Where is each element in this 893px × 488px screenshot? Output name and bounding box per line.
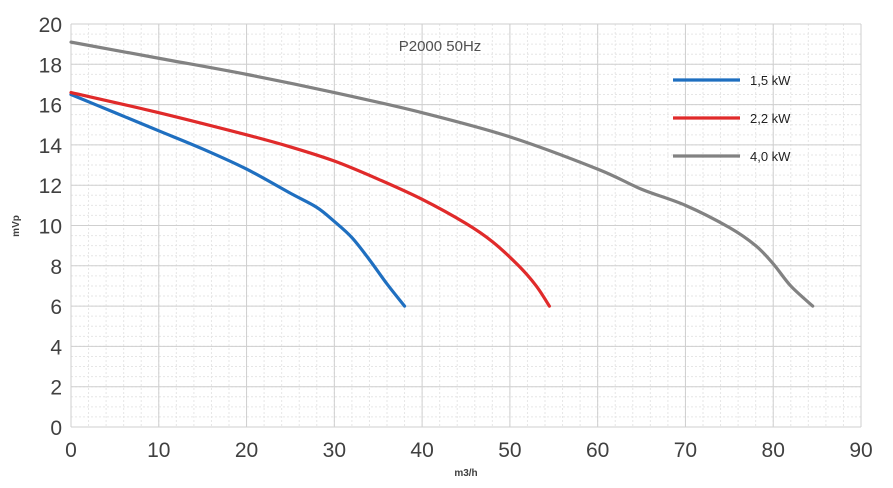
y-tick-label: 6 [50,296,62,319]
y-tick-label: 0 [50,417,62,440]
major-grid [70,23,862,428]
x-tick-labels: 0 10 20 30 40 50 60 70 80 90 [65,439,873,462]
series-line-1 [69,92,407,308]
y-tick-label: 2 [50,377,62,400]
chart-title: P2000 50Hz [399,38,482,55]
y-tick-labels: 0 2 4 6 8 10 12 14 16 18 20 [39,14,63,440]
series-layer [69,40,815,308]
y-tick-label: 18 [39,54,62,77]
legend: 1,5 kW 2,2 kW 4,0 kW [673,73,791,164]
x-tick-label: 20 [235,439,258,462]
y-tick-label: 4 [50,336,62,359]
x-tick-label: 30 [323,439,346,462]
series-line-3 [69,40,815,308]
x-tick-label: 0 [65,439,77,462]
x-tick-label: 40 [410,439,433,462]
y-axis-title: mVp [11,215,22,237]
x-axis-title: m3/h [454,468,477,479]
x-tick-label: 90 [849,439,872,462]
y-tick-label: 16 [39,95,62,118]
y-tick-label: 10 [39,216,62,239]
series-line-2 [69,90,551,308]
x-tick-label: 80 [762,439,785,462]
y-tick-label: 20 [39,14,62,37]
legend-label-2: 2,2 kW [750,111,791,126]
legend-label-3: 4,0 kW [750,149,791,164]
x-tick-label: 60 [586,439,609,462]
x-tick-label: 50 [498,439,521,462]
x-tick-label: 70 [674,439,697,462]
x-tick-label: 10 [147,439,170,462]
y-tick-label: 12 [39,175,62,198]
y-tick-label: 8 [50,256,62,279]
legend-label-1: 1,5 kW [750,73,791,88]
y-tick-label: 14 [39,135,63,158]
